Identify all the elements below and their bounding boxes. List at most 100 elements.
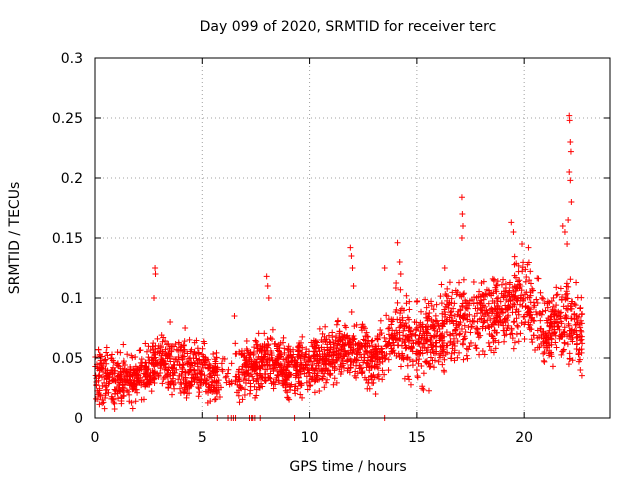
data-point [399,338,406,345]
data-point [224,370,231,377]
data-point [182,325,189,331]
data-point [573,327,580,334]
data-point [381,334,388,341]
data-point [447,309,454,316]
data-point [565,302,572,309]
data-point [313,373,320,380]
data-point [477,304,484,311]
data-point [572,302,579,309]
data-point [508,219,515,226]
data-point [348,343,355,350]
data-point [565,217,572,223]
data-point [158,332,165,339]
data-point [151,295,158,301]
data-point [470,300,477,307]
data-point [131,366,138,373]
data-point [212,358,219,365]
data-point [281,345,288,352]
data-point [110,359,117,366]
data-point [566,117,573,124]
data-point [180,342,187,349]
y-tick-label: 0 [74,411,83,427]
data-point [567,139,574,145]
data-point [113,362,120,369]
data-point [195,393,202,400]
data-point [332,359,339,366]
data-point [111,406,118,413]
data-point [296,366,303,373]
data-point [119,382,126,389]
data-point [527,321,534,328]
data-point [213,379,220,386]
data-point [364,385,371,392]
data-point [364,343,371,350]
data-point [430,306,437,313]
data-point [511,272,518,279]
data-point [168,348,175,355]
data-point [418,362,425,369]
plot-frame [94,57,611,419]
data-point [236,375,243,382]
data-point [350,283,357,289]
data-point [399,350,406,357]
data-point [527,268,534,275]
data-point [406,337,413,344]
data-point [358,324,365,331]
data-point [258,373,265,380]
data-point [466,311,473,318]
data-point [442,303,449,310]
data-point [419,323,426,330]
data-point [557,285,564,292]
data-point [518,320,525,327]
data-point [114,360,121,367]
data-point [283,381,290,388]
data-point [566,169,573,175]
data-point [470,278,477,285]
data-point [368,357,375,364]
data-point [425,387,432,394]
data-point [324,344,331,351]
data-point [197,370,204,377]
data-point [383,312,390,319]
data-point [553,344,560,351]
data-point [268,336,275,343]
data-point [367,349,374,356]
data-point [253,378,260,385]
data-point [297,362,304,369]
data-point [270,361,277,368]
data-point [575,351,582,358]
data-point [504,324,511,331]
data-point [451,313,458,320]
data-point [388,321,395,328]
data-point [238,366,245,373]
data-point [525,244,532,251]
data-point [403,292,410,299]
data-point [361,354,368,361]
data-point [370,352,377,359]
data-point [461,290,468,297]
data-point [510,345,517,352]
data-point [103,386,110,393]
data-point [181,338,188,345]
chart-title: Day 099 of 2020, SRMTID for receiver ter… [200,19,497,35]
y-tick-label: 0.25 [52,111,83,127]
data-point [112,390,119,397]
data-point [258,347,265,354]
data-point [126,373,133,380]
data-point [250,350,257,357]
data-point [538,294,545,301]
data-point [560,329,567,336]
data-point [530,299,537,306]
data-point [510,319,517,326]
data-point [548,308,555,315]
data-point [408,343,415,350]
data-point [458,293,465,300]
data-point [151,351,158,358]
data-point [377,317,384,324]
data-point [306,378,313,385]
data-point [207,387,214,394]
data-point [262,366,269,373]
data-point [459,211,466,217]
data-point [562,312,569,319]
data-point [363,333,370,340]
